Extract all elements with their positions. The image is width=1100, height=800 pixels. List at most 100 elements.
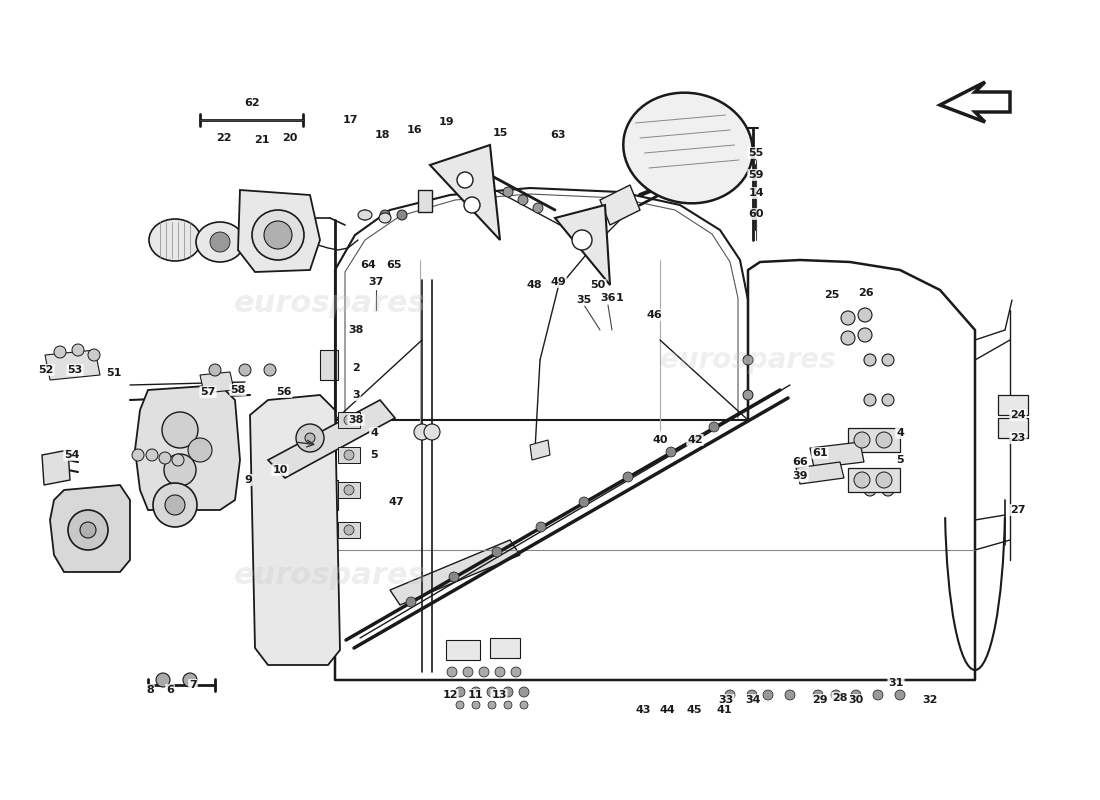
Circle shape xyxy=(210,232,230,252)
Text: 28: 28 xyxy=(833,693,848,703)
Text: 19: 19 xyxy=(439,117,454,127)
Text: 1: 1 xyxy=(616,293,624,303)
Text: 18: 18 xyxy=(374,130,389,140)
Circle shape xyxy=(88,349,100,361)
Circle shape xyxy=(471,687,481,697)
Circle shape xyxy=(264,221,292,249)
Text: 37: 37 xyxy=(368,277,384,287)
Circle shape xyxy=(424,424,440,440)
Text: 43: 43 xyxy=(636,705,651,715)
Circle shape xyxy=(455,687,465,697)
Circle shape xyxy=(162,412,198,448)
Ellipse shape xyxy=(358,210,372,220)
Text: 2: 2 xyxy=(352,363,360,373)
Circle shape xyxy=(504,701,512,709)
Polygon shape xyxy=(446,640,480,660)
Circle shape xyxy=(864,439,876,451)
Text: 3: 3 xyxy=(352,390,360,400)
Circle shape xyxy=(858,328,872,342)
Text: 44: 44 xyxy=(659,705,675,715)
Circle shape xyxy=(492,547,502,557)
Circle shape xyxy=(68,510,108,550)
Circle shape xyxy=(72,344,84,356)
Circle shape xyxy=(864,394,876,406)
Polygon shape xyxy=(320,480,338,510)
Text: 52: 52 xyxy=(39,365,54,375)
Circle shape xyxy=(156,673,170,687)
Text: 33: 33 xyxy=(718,695,734,705)
Polygon shape xyxy=(848,468,900,492)
Text: 4: 4 xyxy=(896,428,904,438)
Circle shape xyxy=(518,195,528,205)
Polygon shape xyxy=(600,185,640,225)
Text: 48: 48 xyxy=(526,280,542,290)
Text: 5: 5 xyxy=(371,450,377,460)
Circle shape xyxy=(478,667,490,677)
Polygon shape xyxy=(556,205,610,285)
Text: 25: 25 xyxy=(824,290,839,300)
Text: 16: 16 xyxy=(407,125,422,135)
Circle shape xyxy=(153,483,197,527)
Text: 62: 62 xyxy=(244,98,260,108)
Polygon shape xyxy=(338,482,360,498)
Circle shape xyxy=(487,687,497,697)
Text: 14: 14 xyxy=(748,188,763,198)
Circle shape xyxy=(876,472,892,488)
Circle shape xyxy=(725,690,735,700)
Circle shape xyxy=(146,449,158,461)
Polygon shape xyxy=(238,190,320,272)
Text: 50: 50 xyxy=(591,280,606,290)
Circle shape xyxy=(882,354,894,366)
Circle shape xyxy=(344,415,354,425)
Circle shape xyxy=(495,667,505,677)
Text: eurospares: eurospares xyxy=(660,346,836,374)
Polygon shape xyxy=(848,428,900,452)
Circle shape xyxy=(54,346,66,358)
Circle shape xyxy=(344,485,354,495)
Circle shape xyxy=(239,364,251,376)
Circle shape xyxy=(414,424,430,440)
Circle shape xyxy=(472,701,480,709)
Text: 51: 51 xyxy=(107,368,122,378)
Text: 53: 53 xyxy=(67,365,82,375)
Text: 15: 15 xyxy=(493,128,508,138)
Circle shape xyxy=(842,311,855,325)
Circle shape xyxy=(747,690,757,700)
Text: 47: 47 xyxy=(388,497,404,507)
Polygon shape xyxy=(42,450,70,485)
Circle shape xyxy=(830,690,842,700)
Text: 41: 41 xyxy=(716,705,732,715)
Text: 27: 27 xyxy=(1010,505,1025,515)
Ellipse shape xyxy=(252,210,304,260)
Text: eurospares: eurospares xyxy=(233,290,427,318)
Circle shape xyxy=(623,472,632,482)
Text: 65: 65 xyxy=(386,260,402,270)
Polygon shape xyxy=(796,462,844,484)
Polygon shape xyxy=(490,638,520,658)
Text: 66: 66 xyxy=(792,457,807,467)
Circle shape xyxy=(579,497,588,507)
Circle shape xyxy=(488,701,496,709)
Circle shape xyxy=(742,355,754,365)
Circle shape xyxy=(882,484,894,496)
Circle shape xyxy=(360,210,370,220)
Circle shape xyxy=(873,690,883,700)
Text: 45: 45 xyxy=(686,705,702,715)
Text: 59: 59 xyxy=(748,170,763,180)
Circle shape xyxy=(264,364,276,376)
Circle shape xyxy=(763,690,773,700)
Polygon shape xyxy=(998,418,1028,438)
Circle shape xyxy=(172,454,184,466)
Text: 7: 7 xyxy=(189,680,197,690)
Text: 34: 34 xyxy=(746,695,761,705)
Circle shape xyxy=(813,690,823,700)
Circle shape xyxy=(512,667,521,677)
Circle shape xyxy=(456,172,473,188)
Polygon shape xyxy=(250,395,340,665)
Text: 17: 17 xyxy=(342,115,358,125)
Circle shape xyxy=(344,450,354,460)
Circle shape xyxy=(572,230,592,250)
Circle shape xyxy=(463,667,473,677)
Circle shape xyxy=(344,525,354,535)
Circle shape xyxy=(876,432,892,448)
